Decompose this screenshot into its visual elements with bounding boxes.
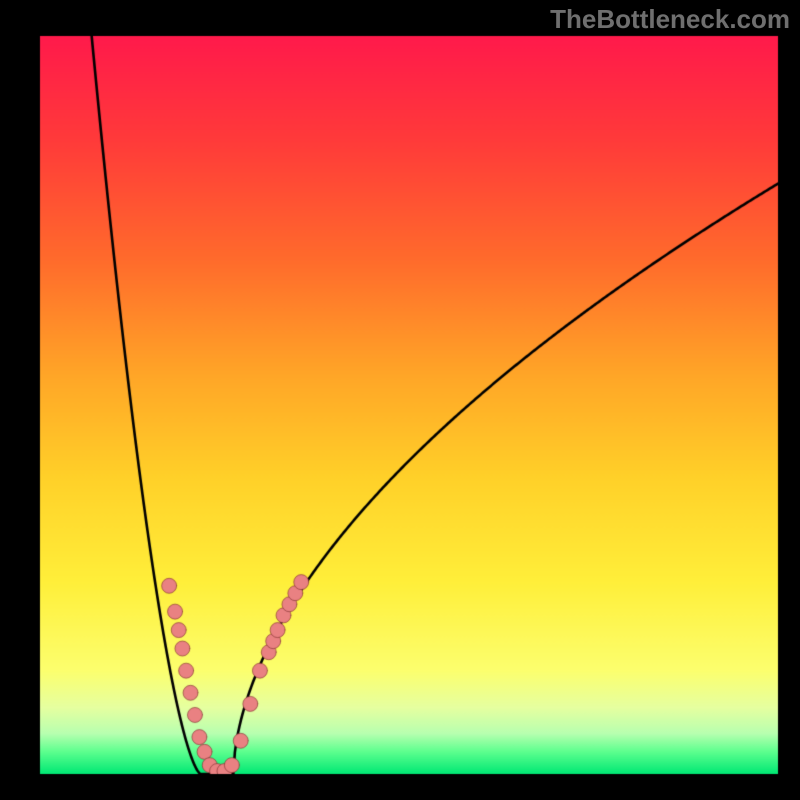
chart-frame: TheBottleneck.com [0, 0, 800, 800]
bottleneck-chart-canvas [0, 0, 800, 800]
watermark-text: TheBottleneck.com [550, 4, 790, 35]
